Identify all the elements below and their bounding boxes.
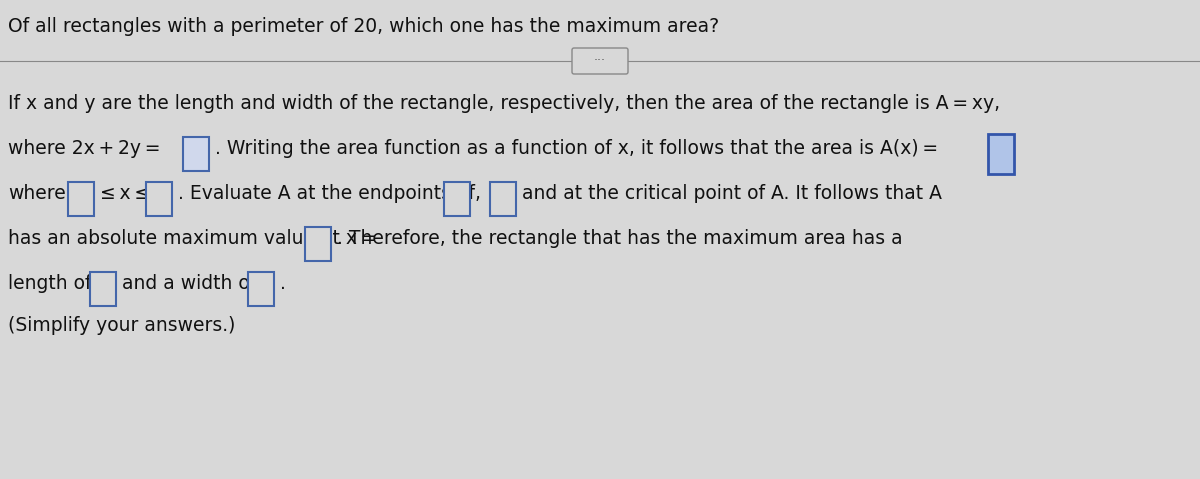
FancyBboxPatch shape — [444, 182, 470, 216]
Text: .: . — [280, 274, 286, 293]
Text: where 2x + 2y =: where 2x + 2y = — [8, 139, 161, 158]
FancyBboxPatch shape — [146, 182, 172, 216]
Text: . Therefore, the rectangle that has the maximum area has a: . Therefore, the rectangle that has the … — [337, 229, 902, 248]
FancyBboxPatch shape — [182, 137, 209, 171]
FancyBboxPatch shape — [90, 272, 116, 306]
Text: ,: , — [475, 184, 481, 203]
Text: ≤ x ≤: ≤ x ≤ — [100, 184, 150, 203]
Text: . Evaluate A at the endpoints of: . Evaluate A at the endpoints of — [178, 184, 475, 203]
Text: Of all rectangles with a perimeter of 20, which one has the maximum area?: Of all rectangles with a perimeter of 20… — [8, 17, 719, 36]
FancyBboxPatch shape — [572, 48, 628, 74]
Text: and at the critical point of A. It follows that A: and at the critical point of A. It follo… — [522, 184, 942, 203]
FancyBboxPatch shape — [68, 182, 94, 216]
Text: ···: ··· — [594, 55, 606, 68]
Text: and a width of: and a width of — [122, 274, 257, 293]
Text: . Writing the area function as a function of x, it follows that the area is A(x): . Writing the area function as a functio… — [215, 139, 938, 158]
Text: where: where — [8, 184, 66, 203]
FancyBboxPatch shape — [988, 134, 1014, 174]
FancyBboxPatch shape — [305, 227, 331, 261]
Text: has an absolute maximum value at x =: has an absolute maximum value at x = — [8, 229, 377, 248]
FancyBboxPatch shape — [248, 272, 274, 306]
Text: length of: length of — [8, 274, 91, 293]
Text: If x and y are the length and width of the rectangle, respectively, then the are: If x and y are the length and width of t… — [8, 94, 1000, 113]
FancyBboxPatch shape — [490, 182, 516, 216]
Text: (Simplify your answers.): (Simplify your answers.) — [8, 316, 235, 335]
